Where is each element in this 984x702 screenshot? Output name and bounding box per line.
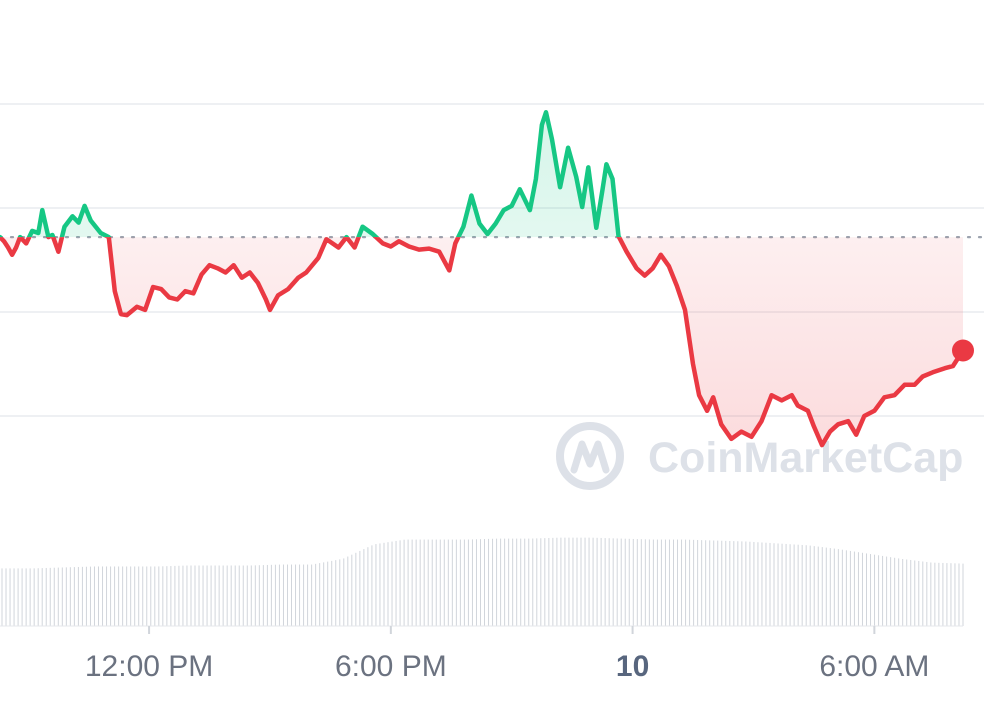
last-price-dot bbox=[952, 339, 974, 362]
x-tick-label: 6:00 PM bbox=[335, 650, 447, 683]
area-below-baseline bbox=[0, 237, 963, 446]
volume-bars bbox=[0, 537, 964, 627]
area-fills bbox=[0, 112, 963, 446]
coinmarketcap-logo-icon bbox=[556, 422, 624, 490]
price-line-up bbox=[0, 110, 622, 238]
watermark-text: CoinMarketCap bbox=[648, 434, 963, 482]
x-tick-label: 6:00 AM bbox=[819, 650, 929, 683]
x-tick-label: 10 bbox=[616, 650, 649, 683]
watermark: CoinMarketCap bbox=[556, 422, 963, 490]
price-line-down bbox=[0, 237, 966, 448]
price-lines bbox=[0, 110, 966, 448]
x-tick-label: 12:00 PM bbox=[85, 650, 213, 683]
x-axis: 12:00 PM 6:00 PM 10 6:00 AM bbox=[85, 626, 929, 683]
